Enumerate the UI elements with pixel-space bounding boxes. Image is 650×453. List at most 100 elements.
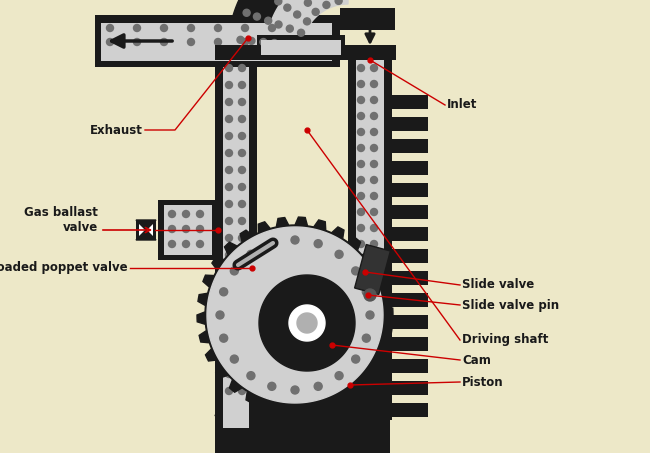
Circle shape [187, 39, 194, 45]
Circle shape [242, 39, 248, 45]
Circle shape [220, 334, 228, 342]
Circle shape [298, 29, 305, 36]
Circle shape [254, 13, 261, 20]
Circle shape [268, 24, 276, 32]
Circle shape [358, 193, 365, 199]
Circle shape [239, 167, 246, 173]
Circle shape [237, 36, 244, 43]
Circle shape [366, 311, 374, 319]
Circle shape [314, 240, 322, 248]
Circle shape [239, 353, 246, 361]
Bar [390, 315, 428, 329]
Circle shape [196, 241, 203, 247]
Polygon shape [136, 230, 156, 240]
Circle shape [239, 285, 246, 293]
Circle shape [335, 0, 342, 5]
Circle shape [239, 183, 246, 191]
Circle shape [239, 235, 246, 241]
Circle shape [323, 1, 330, 9]
Circle shape [291, 386, 299, 394]
Polygon shape [197, 217, 393, 413]
Circle shape [294, 42, 302, 49]
Circle shape [358, 145, 365, 151]
Bar [390, 403, 428, 417]
Circle shape [370, 81, 378, 87]
Bar [390, 249, 428, 263]
Bar [136, 220, 156, 240]
Text: Gas ballast
valve: Gas ballast valve [24, 206, 98, 234]
Circle shape [358, 241, 365, 247]
Bar [390, 117, 428, 131]
Circle shape [133, 39, 140, 45]
Text: Exhaust: Exhaust [90, 124, 143, 136]
Circle shape [107, 24, 114, 32]
Circle shape [294, 11, 301, 18]
Circle shape [358, 160, 365, 168]
Circle shape [183, 241, 190, 247]
Circle shape [364, 289, 376, 301]
Bar [158, 200, 220, 260]
Circle shape [196, 226, 203, 232]
Circle shape [358, 81, 365, 87]
Polygon shape [259, 275, 355, 371]
Circle shape [370, 96, 378, 103]
Circle shape [239, 319, 246, 327]
Circle shape [275, 0, 282, 5]
Bar [390, 227, 428, 241]
Circle shape [214, 39, 222, 45]
Polygon shape [215, 415, 390, 453]
Bar [257, 35, 345, 60]
Circle shape [226, 235, 233, 241]
Circle shape [226, 82, 233, 88]
Circle shape [107, 39, 114, 45]
Bar [390, 381, 428, 395]
Circle shape [183, 211, 190, 217]
Bar [95, 15, 340, 67]
Circle shape [335, 371, 343, 380]
Circle shape [268, 382, 276, 390]
Circle shape [239, 116, 246, 122]
Polygon shape [228, 0, 348, 50]
Circle shape [226, 167, 233, 173]
Circle shape [248, 37, 255, 44]
Polygon shape [207, 227, 383, 403]
Circle shape [358, 64, 365, 72]
Circle shape [358, 129, 365, 135]
Bar [101, 23, 332, 61]
Bar [340, 8, 395, 30]
Bar [215, 50, 257, 430]
Circle shape [370, 208, 378, 216]
Circle shape [226, 251, 233, 259]
Circle shape [239, 82, 246, 88]
Circle shape [242, 24, 248, 32]
Circle shape [283, 41, 290, 48]
Bar [390, 337, 428, 351]
Bar [344, 45, 396, 60]
Text: Driving shaft: Driving shaft [462, 333, 549, 347]
Circle shape [226, 303, 233, 309]
Bar [390, 183, 428, 197]
Circle shape [168, 241, 176, 247]
Circle shape [304, 0, 311, 6]
Circle shape [239, 387, 246, 395]
Circle shape [220, 288, 228, 296]
Bar [223, 58, 249, 428]
Circle shape [226, 319, 233, 327]
Circle shape [196, 211, 203, 217]
Circle shape [291, 236, 299, 244]
Circle shape [370, 177, 378, 183]
Circle shape [370, 129, 378, 135]
Bar [390, 95, 428, 109]
Circle shape [358, 96, 365, 103]
Circle shape [239, 217, 246, 225]
Bar [390, 359, 428, 373]
Circle shape [265, 17, 272, 24]
Circle shape [214, 24, 222, 32]
Circle shape [226, 269, 233, 275]
Circle shape [239, 337, 246, 343]
Circle shape [133, 24, 140, 32]
Circle shape [239, 251, 246, 259]
Circle shape [268, 240, 276, 248]
Circle shape [226, 149, 233, 156]
Circle shape [247, 251, 255, 258]
